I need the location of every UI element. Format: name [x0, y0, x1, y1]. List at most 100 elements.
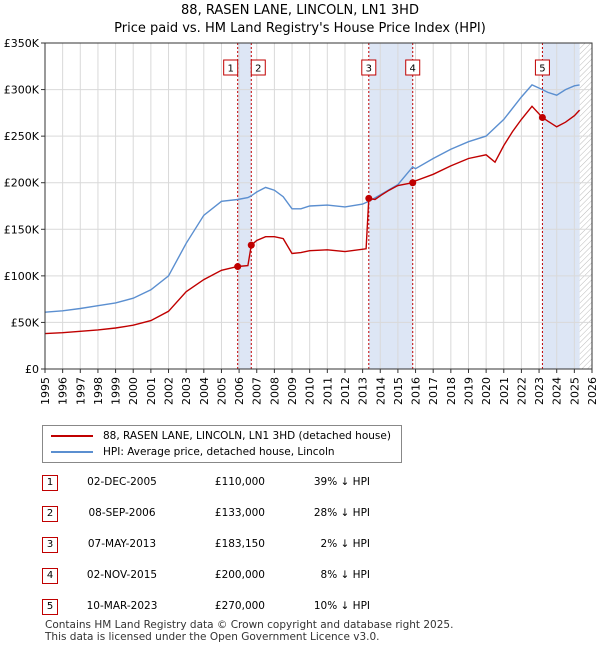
x-tick-label: 2002: [163, 377, 176, 405]
x-tick-label: 1995: [39, 377, 52, 405]
sale-point: [234, 263, 242, 271]
x-tick-label: 2018: [445, 377, 458, 405]
x-tick-label: 2021: [498, 377, 511, 405]
sale-label-frame: [250, 59, 266, 76]
sale-hpi-diff: 39% ↓ HPI: [313, 476, 370, 488]
x-tick-label: 2023: [533, 377, 546, 405]
x-tick-label: 2014: [374, 377, 387, 405]
sale-hpi-diff: 28% ↓ HPI: [313, 507, 370, 519]
y-tick-label: £200K: [4, 177, 40, 190]
sale-hpi-diff: 8% ↓ HPI: [320, 569, 370, 581]
sale-label-box: 4: [405, 59, 421, 76]
title-line-1: 88, RASEN LANE, LINCOLN, LN1 3HD: [181, 3, 419, 18]
x-tick-label: 2022: [515, 377, 528, 405]
x-tick-label: 2012: [339, 377, 352, 405]
sale-point: [247, 241, 255, 249]
sale-row: 3 07-MAY-2013 £183,150 2% ↓ HPI: [0, 535, 600, 555]
sale-date: 02-DEC-2005: [87, 476, 157, 488]
x-tick-label: 2020: [480, 377, 493, 405]
sale-hpi-diff: 10% ↓ HPI: [313, 600, 370, 612]
y-tick-label: £350K: [4, 37, 40, 50]
plot-frame: [44, 42, 593, 370]
sale-number-badge: 3: [42, 537, 58, 553]
sale-point: [409, 179, 417, 187]
sale-label-text: 2: [255, 64, 261, 75]
sale-label-text: 5: [539, 64, 545, 75]
sale-label-box: 5: [534, 59, 550, 76]
x-tick-label: 2024: [551, 377, 564, 405]
sale-number-badge: 2: [42, 506, 58, 522]
x-tick-label: 2025: [568, 377, 581, 405]
legend-item-property: 88, RASEN LANE, LINCOLN, LN1 3HD (detach…: [51, 428, 391, 444]
sale-row: 2 08-SEP-2006 £133,000 28% ↓ HPI: [0, 504, 600, 524]
x-tick-label: 2009: [286, 377, 299, 405]
sale-price: £270,000: [214, 600, 265, 612]
x-tick-label: 2008: [268, 377, 281, 405]
x-tick-label: 2019: [462, 377, 475, 405]
x-tick-label: 2013: [357, 377, 370, 405]
price-chart: 1 2 3 4 5 £0 £50K £100K £150K £200K £250K £300K £35…: [4, 37, 599, 405]
sale-hpi-diff: 2% ↓ HPI: [320, 538, 370, 550]
chart-title: 88, RASEN LANE, LINCOLN, LN1 3HD Price p…: [0, 2, 600, 38]
sale-row: 5 10-MAR-2023 £270,000 10% ↓ HPI: [0, 597, 600, 617]
sale-date: 02-NOV-2015: [86, 569, 158, 581]
sale-date: 08-SEP-2006: [88, 507, 156, 519]
sale-label-frame: [534, 59, 550, 76]
sale-label-frame: [361, 59, 377, 76]
legend-label-property: 88, RASEN LANE, LINCOLN, LN1 3HD (detach…: [103, 430, 391, 442]
x-tick-label: 1997: [74, 377, 87, 405]
shaded-range: [237, 43, 252, 369]
legend-swatch-red: [51, 435, 93, 437]
hpi-line: [44, 84, 580, 313]
x-tick-label: 2003: [180, 377, 193, 405]
x-tick-label: 1996: [57, 377, 70, 405]
sale-row: 1 02-DEC-2005 £110,000 39% ↓ HPI: [0, 473, 600, 493]
sale-number-badge: 1: [42, 475, 58, 491]
shaded-range: [542, 43, 580, 369]
y-tick-label: £50K: [11, 316, 40, 329]
sale-price: £133,000: [214, 507, 265, 519]
footer-line-2: This data is licensed under the Open Gov…: [45, 631, 380, 643]
y-tick-label: £0: [25, 363, 39, 376]
sale-price: £183,150: [214, 538, 265, 550]
sale-date: 10-MAR-2023: [86, 600, 158, 612]
legend-label-hpi: HPI: Average price, detached house, Linc…: [103, 446, 335, 458]
chart-legend: 88, RASEN LANE, LINCOLN, LN1 3HD (detach…: [42, 425, 402, 463]
sale-number-badge: 4: [42, 568, 58, 584]
x-tick-label: 2017: [427, 377, 440, 405]
sale-label-frame: [223, 59, 239, 76]
sale-label-box: 2: [250, 59, 266, 76]
sale-price: £200,000: [214, 569, 265, 581]
property-price-line: [44, 105, 581, 335]
sale-label-text: 3: [366, 64, 372, 75]
y-tick-label: £150K: [4, 223, 40, 236]
sale-row: 4 02-NOV-2015 £200,000 8% ↓ HPI: [0, 566, 600, 586]
sale-price: £110,000: [214, 476, 265, 488]
x-tick-label: 1998: [92, 377, 105, 405]
x-tick-label: 2005: [215, 377, 228, 405]
forecast-hatch: [579, 43, 592, 369]
legend-swatch-blue: [51, 451, 93, 453]
shaded-range: [368, 43, 413, 369]
legend-item-hpi: HPI: Average price, detached house, Linc…: [51, 444, 335, 460]
x-tick-label: 2016: [410, 377, 423, 405]
footer-credits: Contains HM Land Registry data © Crown c…: [45, 619, 453, 643]
y-tick-label: £300K: [4, 84, 40, 97]
x-tick-label: 2001: [145, 377, 158, 405]
x-tick-label: 2011: [321, 377, 334, 405]
x-tick-label: 1999: [110, 377, 123, 405]
sale-label-text: 4: [410, 64, 416, 75]
sale-label-frame: [405, 59, 421, 76]
title-line-2: Price paid vs. HM Land Registry's House …: [114, 21, 486, 36]
sale-date: 07-MAY-2013: [87, 538, 157, 550]
sale-label-box: 1: [223, 59, 239, 76]
sale-label-box: 3: [361, 59, 377, 76]
sale-point: [538, 114, 546, 122]
x-tick-label: 2006: [233, 377, 246, 405]
sale-number-badge: 5: [42, 599, 58, 615]
sale-point: [365, 194, 373, 202]
footer-line-1: Contains HM Land Registry data © Crown c…: [45, 619, 454, 631]
x-tick-label: 2004: [198, 377, 211, 405]
x-tick-label: 2007: [251, 377, 264, 405]
sale-label-text: 1: [227, 64, 233, 75]
